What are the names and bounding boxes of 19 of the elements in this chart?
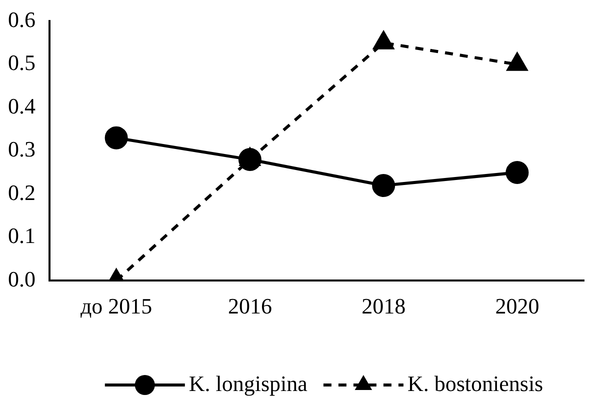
- y-tick-label: 0.1: [8, 223, 36, 248]
- y-tick-label: 0.5: [8, 50, 36, 76]
- y-tick-label: 0.4: [8, 93, 36, 118]
- point: [104, 126, 128, 150]
- point: [238, 148, 262, 172]
- x-tick-label: 2018: [362, 294, 406, 319]
- y-tick-label: 0.2: [8, 180, 36, 205]
- x-tick-label: 2016: [228, 294, 272, 319]
- y-tick-label: 0.6: [8, 6, 36, 32]
- legend-label: K. bostoniensis: [407, 370, 544, 396]
- point: [372, 174, 396, 197]
- y-tick-label: 0.0: [8, 266, 36, 292]
- point: [373, 31, 394, 50]
- x-tick-label: до 2015: [80, 294, 152, 319]
- point: [507, 52, 528, 71]
- x-tick-label: 2020: [495, 294, 540, 319]
- y-tick-label: 0.3: [8, 136, 36, 162]
- point: [506, 161, 529, 184]
- legend-label: K. longispina: [188, 370, 308, 396]
